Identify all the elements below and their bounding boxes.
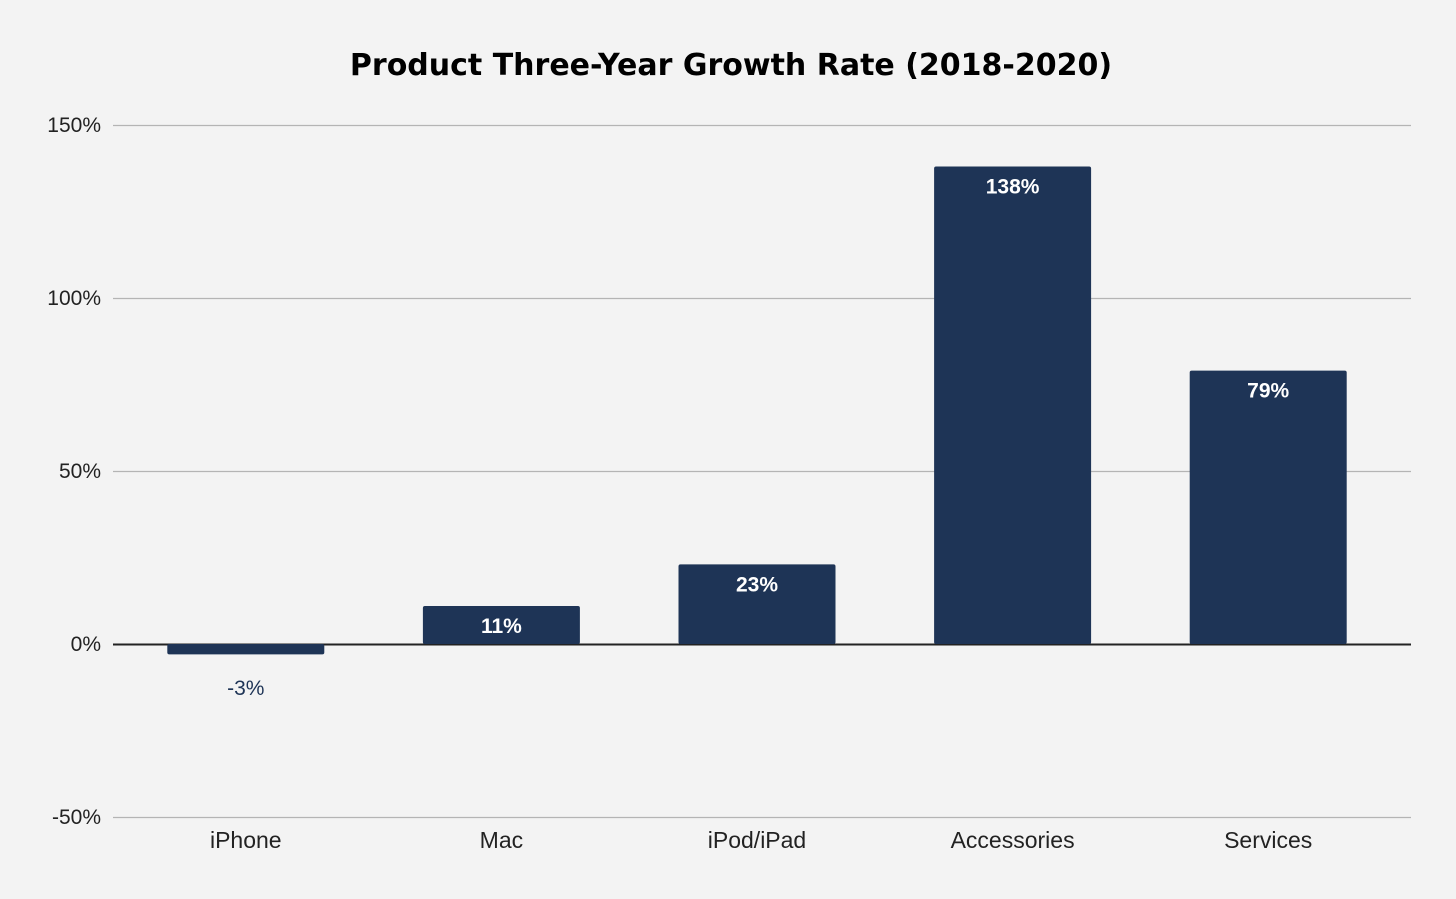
- bar-services: [1189, 370, 1347, 644]
- bar-ipod-ipad: [678, 564, 836, 644]
- data-label: -3%: [227, 677, 264, 700]
- x-category-label: Mac: [480, 827, 523, 853]
- y-tick-label: 150%: [47, 114, 101, 137]
- y-tick-label: 100%: [47, 287, 101, 310]
- data-label: 79%: [1247, 380, 1289, 403]
- y-tick-label: -50%: [52, 806, 101, 829]
- y-tick-label: 0%: [71, 633, 101, 656]
- chart-title: Product Three-Year Growth Rate (2018-202…: [350, 48, 1112, 83]
- y-axis-tick-labels: -50% 0% 50% 100% 150%: [47, 114, 101, 829]
- data-labels: -3% 11% 23% 138% 79%: [227, 176, 1289, 700]
- y-tick-label: 50%: [59, 460, 101, 483]
- bars: [167, 166, 1347, 655]
- x-category-label: iPhone: [210, 827, 282, 853]
- bar-iphone: [167, 644, 325, 655]
- bar-accessories: [934, 166, 1092, 644]
- x-category-label: Accessories: [951, 827, 1075, 853]
- x-category-label: Services: [1224, 827, 1312, 853]
- x-axis-category-labels: iPhone Mac iPod/iPad Accessories Services: [210, 827, 1312, 853]
- data-label: 138%: [986, 176, 1040, 199]
- x-category-label: iPod/iPad: [708, 827, 806, 853]
- bar-mac: [422, 605, 580, 644]
- data-label: 11%: [481, 615, 522, 638]
- gridlines: [113, 124, 1411, 819]
- data-label: 23%: [736, 573, 778, 596]
